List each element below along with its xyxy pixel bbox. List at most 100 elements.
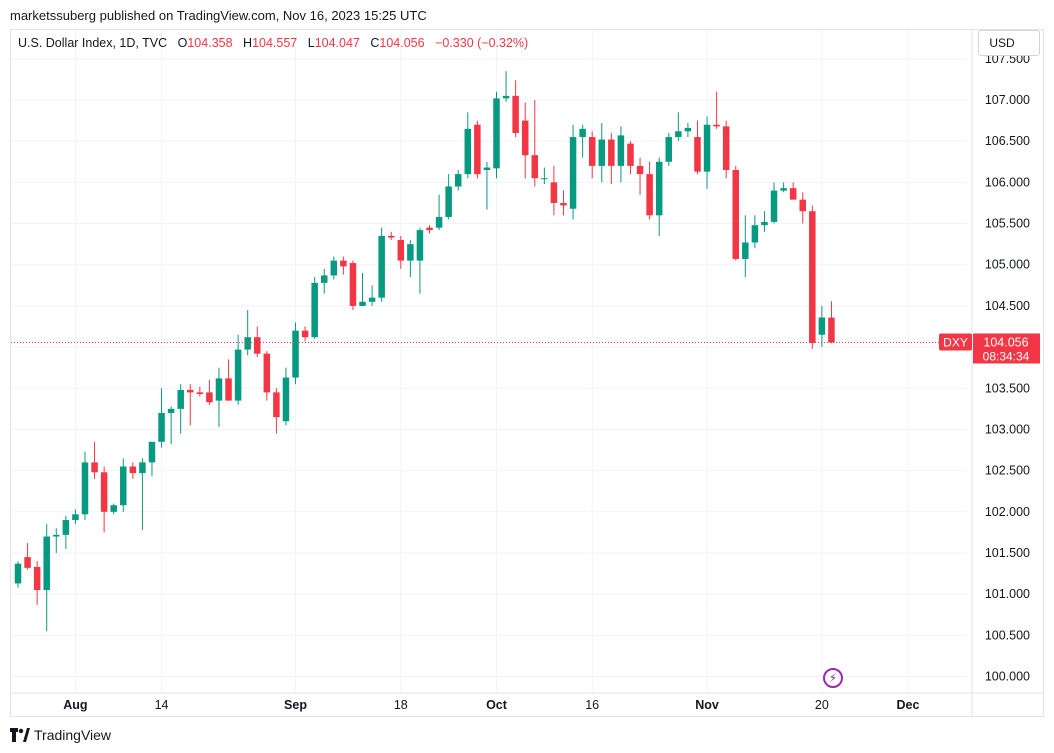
y-tick-label: 104.500 <box>985 299 1030 313</box>
candle-body <box>320 275 328 283</box>
candle-body <box>43 536 50 591</box>
candle-body <box>694 137 701 172</box>
y-tick-label: 102.500 <box>985 464 1030 478</box>
candle-body <box>100 472 108 512</box>
candle-body <box>588 137 596 166</box>
candle-body <box>598 139 606 166</box>
candle-body <box>483 167 491 171</box>
candle-body <box>426 227 433 231</box>
candle-body <box>531 155 539 179</box>
candle-body <box>407 244 414 261</box>
brand-name: TradingView <box>34 727 112 743</box>
candle-body <box>225 378 232 401</box>
candle-body <box>397 240 405 261</box>
candle-body <box>120 466 127 506</box>
candle-body <box>110 505 117 512</box>
candle-body <box>14 563 22 584</box>
candle-body <box>502 95 510 99</box>
candles <box>14 71 835 632</box>
symbol-legend: U.S. Dollar Index, 1D, TVC O104.358 H104… <box>18 36 528 50</box>
candle-body <box>435 216 443 228</box>
candle-body <box>636 165 644 175</box>
price-tag <box>973 333 1040 364</box>
x-tick-label: 16 <box>585 698 599 712</box>
candle-body <box>91 462 98 473</box>
y-tick-label: 100.500 <box>985 628 1030 642</box>
x-tick-label: Sep <box>284 698 307 712</box>
tradingview-logo-icon <box>10 728 30 742</box>
ticker-label: DXY <box>943 335 968 349</box>
candle-body <box>818 317 826 335</box>
candle-body <box>608 139 615 166</box>
candle-body <box>454 174 462 187</box>
x-tick-label: Oct <box>486 698 508 712</box>
candle-body <box>273 392 280 418</box>
candle-body <box>770 190 778 222</box>
candle-body <box>53 534 60 537</box>
candle-body <box>263 353 271 393</box>
currency-button[interactable]: USD <box>978 30 1040 56</box>
candle-body <box>684 128 692 132</box>
legend-close-value: 104.056 <box>379 36 425 50</box>
candle-body <box>789 188 797 200</box>
candle-body <box>416 230 424 261</box>
candle-body <box>215 378 223 401</box>
candle-body <box>799 199 806 212</box>
price-tag-value: 104.056 <box>983 335 1028 349</box>
grid-lines <box>11 30 1043 716</box>
candle-body <box>560 202 567 206</box>
candle-body <box>206 392 213 403</box>
candle-body <box>493 98 500 169</box>
y-tick-label: 107.000 <box>985 93 1030 107</box>
candle-body <box>512 95 519 133</box>
candle-body <box>187 389 194 393</box>
candle-body <box>445 186 452 217</box>
candle-body <box>368 297 376 302</box>
candle-body <box>713 124 720 127</box>
publish-line: marketssuberg published on TradingView.c… <box>10 8 427 23</box>
candle-body <box>742 242 749 259</box>
candle-body <box>828 317 835 343</box>
candle-body <box>703 124 711 172</box>
lightning-icon[interactable]: ⚡ <box>823 668 843 688</box>
candle-body <box>378 235 385 298</box>
candle-body <box>541 178 548 180</box>
legend-symbol: U.S. Dollar Index, 1D, TVC <box>18 36 168 50</box>
x-tick-label: Nov <box>695 698 719 712</box>
candle-body <box>359 301 366 306</box>
y-tick-label: 100.000 <box>985 670 1030 684</box>
ticker-tag <box>939 333 972 351</box>
legend-high-value: 104.557 <box>252 36 298 50</box>
y-tick-label: 103.500 <box>985 381 1030 395</box>
candle-body <box>665 137 673 162</box>
legend-open-value: 104.358 <box>187 36 233 50</box>
candle-body <box>579 128 586 138</box>
x-tick-label: 20 <box>815 698 829 712</box>
candle-body <box>569 137 577 209</box>
candle-body <box>340 260 347 267</box>
y-tick-label: 103.000 <box>985 422 1030 436</box>
tradingview-brand[interactable]: TradingView <box>10 727 111 743</box>
legend-change: −0.330 (−0.32%) <box>435 36 529 50</box>
legend-high-label: H <box>243 36 253 50</box>
candle-body <box>675 131 682 138</box>
candle-body <box>33 566 41 591</box>
y-tick-label: 102.000 <box>985 505 1030 519</box>
candle-body <box>780 188 787 191</box>
candle-body <box>234 349 242 401</box>
x-tick-label: 18 <box>394 698 408 712</box>
candle-body <box>177 389 184 409</box>
y-tick-label: 106.500 <box>985 134 1030 148</box>
y-tick-label: 105.000 <box>985 258 1030 272</box>
candle-body <box>761 221 768 226</box>
candle-body <box>24 557 31 568</box>
legend-low-label: L <box>307 36 315 50</box>
time-axis: Aug 14 Sep 18 Oct 16 Nov 20 Dec <box>63 698 919 712</box>
y-tick-label: 101.500 <box>985 546 1030 560</box>
y-tick-label: 101.000 <box>985 587 1030 601</box>
candle-body <box>244 337 251 350</box>
x-tick-label: 14 <box>155 698 169 712</box>
candle-body <box>72 514 79 521</box>
